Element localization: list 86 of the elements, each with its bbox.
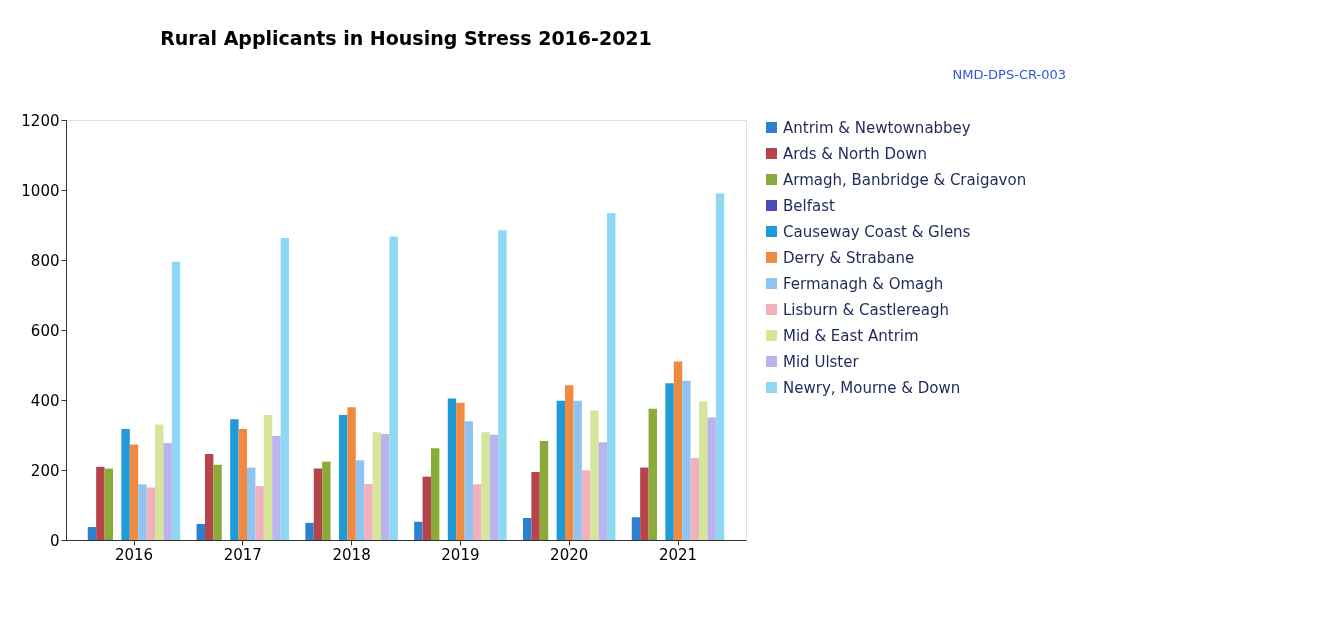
bar [673, 361, 683, 540]
bar [682, 380, 691, 540]
legend-label: Belfast [783, 196, 835, 215]
y-tick-label: 800 [30, 251, 60, 270]
bar [522, 517, 532, 540]
bar [305, 522, 314, 540]
bar [565, 385, 574, 540]
bar [138, 484, 147, 540]
legend-label: Mid Ulster [783, 352, 860, 371]
bar [699, 401, 708, 540]
bar [355, 460, 365, 540]
bar [196, 523, 205, 540]
y-tick-label: 400 [30, 391, 60, 410]
x-tick-label: 2018 [332, 545, 371, 564]
bar [146, 487, 156, 540]
bar [422, 476, 431, 540]
x-tick-label: 2019 [441, 545, 480, 564]
legend-label: Antrim & Newtownabbey [783, 118, 971, 137]
bar [456, 402, 465, 540]
bar [430, 448, 440, 540]
bar [631, 517, 641, 540]
bar [163, 443, 172, 540]
bar [263, 415, 273, 540]
text: NMD-DPS-CR-003 [952, 67, 1066, 82]
x-tick-label: 2017 [223, 545, 262, 564]
bar [87, 527, 97, 540]
bar [573, 400, 582, 540]
bar [272, 436, 281, 540]
bar [531, 472, 540, 540]
y-tick-label: 0 [49, 531, 60, 550]
bar [598, 442, 608, 540]
bar [414, 521, 423, 540]
bar [255, 486, 264, 540]
bar [665, 383, 674, 540]
bar [381, 433, 390, 540]
bar [129, 444, 139, 540]
legend-label: Newry, Mourne & Down [783, 378, 961, 397]
bar [213, 464, 222, 540]
bar [556, 400, 565, 540]
bar [447, 398, 457, 540]
bar [372, 432, 382, 540]
legend-label: Causeway Coast & Glens [783, 222, 971, 241]
bar [238, 429, 247, 540]
legend-label: Fermanagh & Omagh [783, 274, 944, 293]
bar [473, 484, 482, 540]
bar [481, 432, 490, 540]
bar [389, 236, 398, 540]
bar [640, 467, 649, 540]
bar [581, 470, 591, 540]
x-tick-label: 2021 [658, 545, 698, 564]
bar [464, 421, 474, 540]
bar [690, 458, 700, 540]
bar [707, 417, 716, 540]
legend-label: Derry & Strabane [783, 248, 915, 267]
bar [204, 453, 214, 540]
legend-label: Lisburn & Castlereagh [783, 300, 950, 319]
bar [104, 468, 113, 540]
bar [313, 468, 323, 540]
y-tick-label: 600 [30, 321, 60, 340]
chart-title: Rural Applicants in Housing Stress 2016-2021 [160, 27, 652, 49]
bar [364, 484, 373, 540]
bar [489, 434, 499, 540]
legend-label: Mid & East Antrim [783, 326, 919, 345]
bar [322, 461, 331, 540]
bar [280, 237, 290, 540]
bar [590, 410, 599, 540]
bar [607, 213, 616, 540]
bar [648, 408, 657, 540]
bar [715, 193, 725, 540]
bar [230, 419, 239, 540]
bar [347, 407, 356, 540]
y-tick-label: 200 [30, 461, 60, 480]
bar [539, 440, 549, 540]
bar [155, 424, 164, 540]
x-tick-label: 2016 [114, 545, 154, 564]
y-tick-label: 1000 [21, 181, 60, 200]
legend-label: Ards & North Down [783, 144, 927, 163]
bar [247, 467, 256, 540]
legend-label: Armagh, Banbridge & Craigavon [783, 170, 1027, 189]
bar [121, 429, 130, 540]
x-tick-label: 2020 [550, 545, 589, 564]
bar [498, 230, 507, 540]
bar [338, 415, 348, 540]
bar [96, 466, 105, 540]
y-tick-label: 1200 [21, 111, 60, 130]
bar [171, 261, 181, 540]
